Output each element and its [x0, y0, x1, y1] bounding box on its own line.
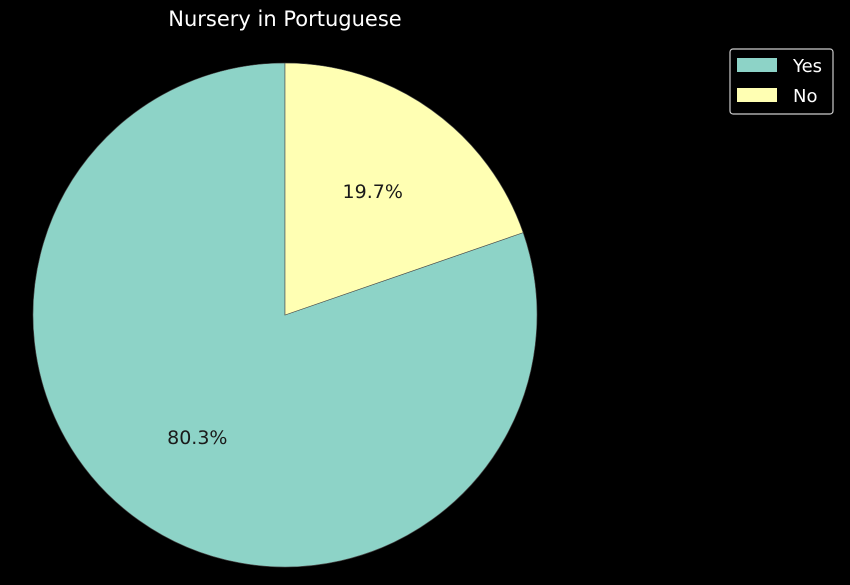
chart-title: Nursery in Portuguese: [168, 7, 401, 31]
pie-label-no: 19.7%: [343, 181, 403, 203]
legend-swatch-no: [737, 88, 777, 102]
pie-slices: [32, 62, 538, 568]
pie-labels: 80.3% 19.7%: [167, 181, 403, 449]
pie-label-yes: 80.3%: [167, 427, 227, 449]
legend-label-no: No: [793, 86, 817, 107]
legend-swatch-yes: [737, 58, 777, 72]
legend: Yes No: [729, 48, 834, 115]
legend-label-yes: Yes: [792, 56, 822, 77]
pie-slice-no: [284, 62, 524, 316]
